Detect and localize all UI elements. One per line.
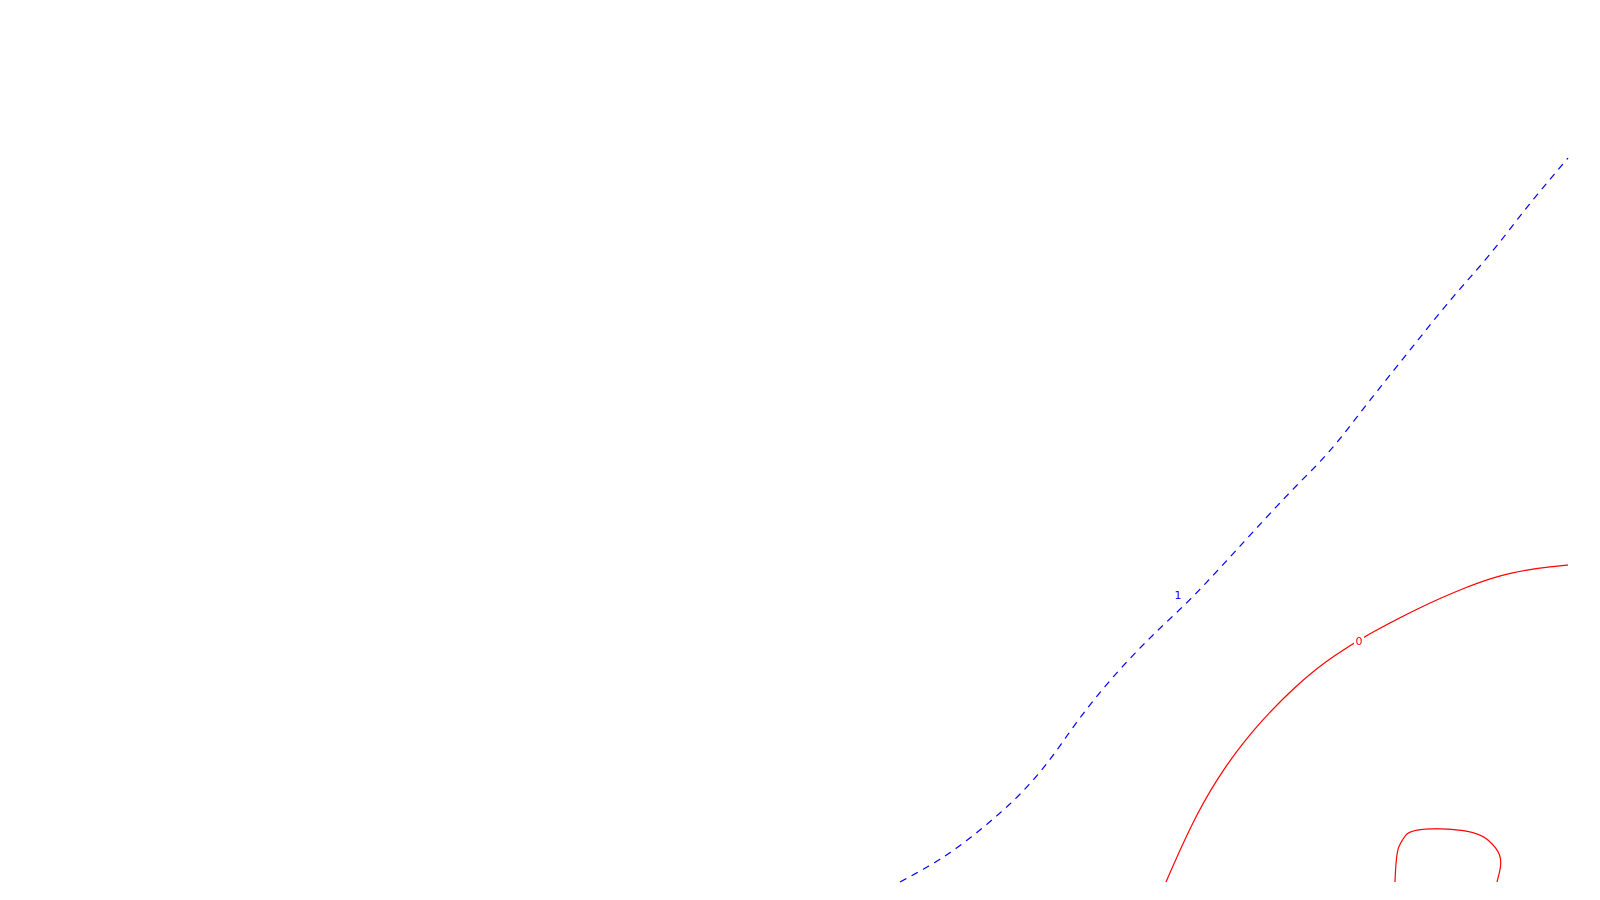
- contour-label-level-1: 1: [1175, 589, 1182, 602]
- contour-label-background: [1173, 590, 1183, 602]
- contour-label-level-0: 0: [1356, 635, 1363, 648]
- contour-label-background: [1354, 636, 1364, 648]
- contour-line-level-0-1: [1394, 828, 1502, 883]
- contour-line-level-0-0: [1165, 564, 1569, 883]
- contour-line-level-1-0: [899, 157, 1569, 883]
